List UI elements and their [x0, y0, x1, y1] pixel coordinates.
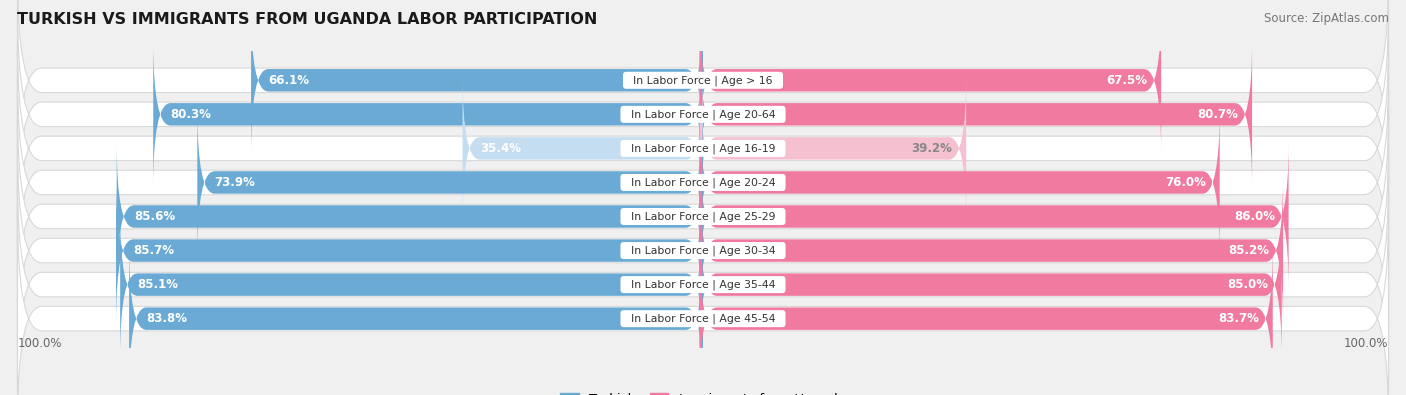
Text: 66.1%: 66.1% [269, 74, 309, 87]
Text: 80.3%: 80.3% [170, 108, 211, 121]
FancyBboxPatch shape [17, 178, 1389, 391]
Text: In Labor Force | Age 20-24: In Labor Force | Age 20-24 [624, 177, 782, 188]
FancyBboxPatch shape [17, 212, 1389, 395]
Text: 86.0%: 86.0% [1234, 210, 1275, 223]
FancyBboxPatch shape [700, 75, 966, 222]
Text: Source: ZipAtlas.com: Source: ZipAtlas.com [1264, 12, 1389, 25]
FancyBboxPatch shape [117, 177, 703, 324]
FancyBboxPatch shape [17, 75, 1389, 290]
Text: 39.2%: 39.2% [911, 142, 952, 155]
Text: 67.5%: 67.5% [1107, 74, 1147, 87]
Text: In Labor Force | Age 30-34: In Labor Force | Age 30-34 [624, 245, 782, 256]
Text: 100.0%: 100.0% [1344, 337, 1389, 350]
Text: 85.0%: 85.0% [1227, 278, 1268, 291]
Text: In Labor Force | Age > 16: In Labor Force | Age > 16 [626, 75, 780, 86]
FancyBboxPatch shape [17, 0, 1389, 187]
FancyBboxPatch shape [153, 40, 703, 188]
Text: In Labor Force | Age 16-19: In Labor Force | Age 16-19 [624, 143, 782, 154]
FancyBboxPatch shape [17, 8, 1389, 221]
Text: In Labor Force | Age 25-29: In Labor Force | Age 25-29 [624, 211, 782, 222]
FancyBboxPatch shape [700, 177, 1284, 324]
FancyBboxPatch shape [120, 211, 703, 359]
Text: 35.4%: 35.4% [479, 142, 520, 155]
Text: 100.0%: 100.0% [17, 337, 62, 350]
Text: In Labor Force | Age 35-44: In Labor Force | Age 35-44 [624, 279, 782, 290]
Text: 85.2%: 85.2% [1229, 244, 1270, 257]
FancyBboxPatch shape [700, 211, 1282, 359]
Legend: Turkish, Immigrants from Uganda: Turkish, Immigrants from Uganda [561, 393, 845, 395]
Text: 76.0%: 76.0% [1166, 176, 1206, 189]
Text: 83.8%: 83.8% [146, 312, 187, 325]
Text: TURKISH VS IMMIGRANTS FROM UGANDA LABOR PARTICIPATION: TURKISH VS IMMIGRANTS FROM UGANDA LABOR … [17, 12, 598, 27]
Text: In Labor Force | Age 45-54: In Labor Force | Age 45-54 [624, 313, 782, 324]
FancyBboxPatch shape [700, 109, 1219, 256]
FancyBboxPatch shape [700, 6, 1161, 154]
Text: 83.7%: 83.7% [1218, 312, 1258, 325]
FancyBboxPatch shape [197, 109, 703, 256]
FancyBboxPatch shape [117, 143, 703, 290]
Text: In Labor Force | Age 20-64: In Labor Force | Age 20-64 [624, 109, 782, 120]
Text: 85.6%: 85.6% [134, 210, 176, 223]
Text: 85.7%: 85.7% [134, 244, 174, 257]
FancyBboxPatch shape [252, 6, 703, 154]
FancyBboxPatch shape [700, 40, 1253, 188]
FancyBboxPatch shape [700, 143, 1289, 290]
FancyBboxPatch shape [17, 41, 1389, 255]
FancyBboxPatch shape [17, 109, 1389, 324]
FancyBboxPatch shape [700, 245, 1272, 393]
FancyBboxPatch shape [129, 245, 703, 393]
Text: 73.9%: 73.9% [215, 176, 256, 189]
FancyBboxPatch shape [17, 144, 1389, 357]
Text: 80.7%: 80.7% [1198, 108, 1239, 121]
Text: 85.1%: 85.1% [138, 278, 179, 291]
FancyBboxPatch shape [463, 75, 703, 222]
